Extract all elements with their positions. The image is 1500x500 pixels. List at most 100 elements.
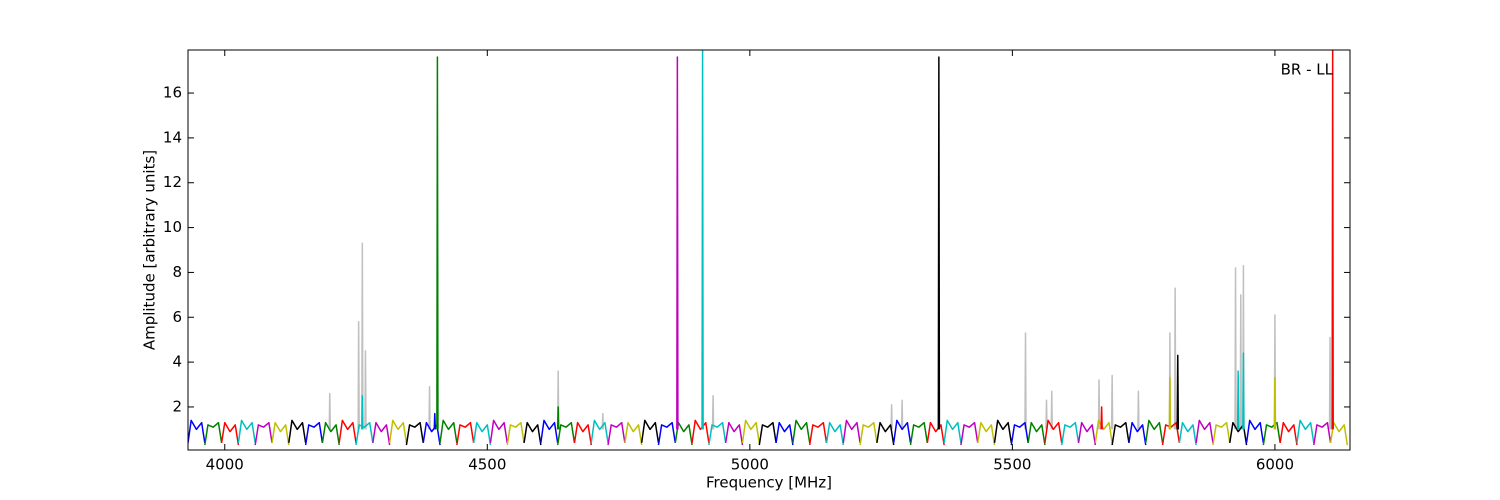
series-line bbox=[489, 419, 508, 443]
series-line bbox=[1060, 421, 1080, 446]
y-tick-label: 12 bbox=[163, 173, 182, 191]
y-tick-label: 10 bbox=[163, 218, 182, 236]
series-line bbox=[758, 421, 777, 446]
y-tick-label: 6 bbox=[172, 308, 182, 326]
y-axis-label: Amplitude [arbitrary units] bbox=[141, 150, 159, 350]
series-line bbox=[439, 419, 458, 443]
series-line bbox=[556, 406, 560, 430]
series-line bbox=[842, 419, 861, 443]
series-line bbox=[254, 421, 273, 446]
series-line bbox=[960, 421, 979, 446]
series-line bbox=[993, 419, 1013, 443]
series-line bbox=[288, 419, 307, 443]
series-line bbox=[355, 421, 374, 446]
x-tick-label: 4000 bbox=[206, 456, 244, 474]
series-line bbox=[775, 421, 794, 446]
axes-frame bbox=[187, 49, 1351, 451]
series-line bbox=[361, 394, 364, 430]
series-line bbox=[1168, 377, 1172, 430]
series-line bbox=[573, 421, 593, 446]
series-line bbox=[1245, 419, 1265, 443]
series-line bbox=[674, 421, 693, 446]
series-line bbox=[724, 421, 744, 446]
series-line bbox=[338, 419, 357, 443]
annotation: BR - LL bbox=[1281, 61, 1334, 79]
series-line bbox=[372, 421, 391, 446]
series-line bbox=[506, 421, 525, 446]
series-line bbox=[701, 50, 704, 430]
series-line bbox=[976, 421, 996, 446]
series-line bbox=[691, 419, 710, 443]
series-line bbox=[1236, 370, 1240, 430]
series-line bbox=[433, 412, 437, 430]
series-line bbox=[556, 421, 576, 446]
x-tick-label: 5500 bbox=[993, 456, 1031, 474]
series-line bbox=[456, 421, 475, 446]
series-line bbox=[1044, 419, 1063, 443]
series-line bbox=[1144, 419, 1164, 443]
series-line bbox=[1010, 421, 1029, 446]
series-line bbox=[1296, 419, 1315, 443]
series-line bbox=[1027, 421, 1046, 446]
series-line bbox=[607, 421, 626, 446]
series-line bbox=[792, 419, 811, 443]
series-line bbox=[1229, 421, 1248, 446]
y-tick-label: 8 bbox=[172, 263, 182, 281]
series-line bbox=[328, 242, 1332, 430]
series-line bbox=[1262, 421, 1281, 446]
x-axis-label: Frequency [MHz] bbox=[706, 474, 832, 492]
y-tick-label: 14 bbox=[163, 128, 182, 146]
x-tick-label: 5000 bbox=[731, 456, 769, 474]
x-tick-label: 4500 bbox=[468, 456, 506, 474]
series-line bbox=[472, 421, 492, 446]
series-line bbox=[640, 419, 660, 443]
y-tick-label: 2 bbox=[172, 397, 182, 415]
series-line bbox=[825, 421, 845, 446]
series-line bbox=[624, 421, 643, 446]
series-line bbox=[937, 56, 941, 430]
series-line bbox=[1329, 421, 1349, 446]
series-line bbox=[188, 419, 206, 443]
series-line bbox=[1176, 354, 1180, 430]
series-line bbox=[1212, 421, 1231, 446]
series-line bbox=[909, 421, 929, 446]
x-tick-label: 6000 bbox=[1256, 456, 1294, 474]
series-line bbox=[1313, 421, 1332, 446]
series-line bbox=[436, 56, 439, 430]
series-line bbox=[1100, 406, 1103, 430]
series-line bbox=[1178, 421, 1197, 446]
series-line bbox=[1279, 421, 1298, 446]
series-line bbox=[1331, 50, 1334, 430]
series-line bbox=[1128, 421, 1147, 446]
series-line bbox=[1242, 352, 1245, 430]
series-line bbox=[237, 419, 256, 443]
series-line bbox=[388, 419, 408, 443]
series-line bbox=[1273, 377, 1277, 430]
series-line bbox=[741, 419, 761, 443]
plot-area bbox=[188, 50, 1349, 446]
series-line bbox=[271, 421, 290, 446]
series-line bbox=[422, 421, 441, 446]
y-tick-label: 16 bbox=[163, 84, 182, 102]
series-line bbox=[859, 421, 878, 446]
series-line bbox=[523, 421, 542, 446]
series-line bbox=[708, 421, 727, 446]
series-line bbox=[220, 421, 240, 446]
series-line bbox=[1094, 419, 1113, 443]
series-line bbox=[892, 419, 912, 443]
series-line bbox=[926, 421, 945, 446]
series-line bbox=[304, 421, 324, 446]
series-line bbox=[1111, 421, 1130, 446]
series-line bbox=[590, 419, 609, 443]
series-line bbox=[676, 56, 679, 430]
series-line bbox=[540, 419, 559, 443]
series-line bbox=[204, 421, 223, 446]
series-line bbox=[876, 421, 895, 446]
series-line bbox=[943, 419, 962, 443]
series-line bbox=[808, 421, 828, 446]
y-tick-label: 4 bbox=[172, 353, 182, 371]
series-line bbox=[405, 421, 424, 446]
series-line bbox=[1195, 419, 1214, 443]
